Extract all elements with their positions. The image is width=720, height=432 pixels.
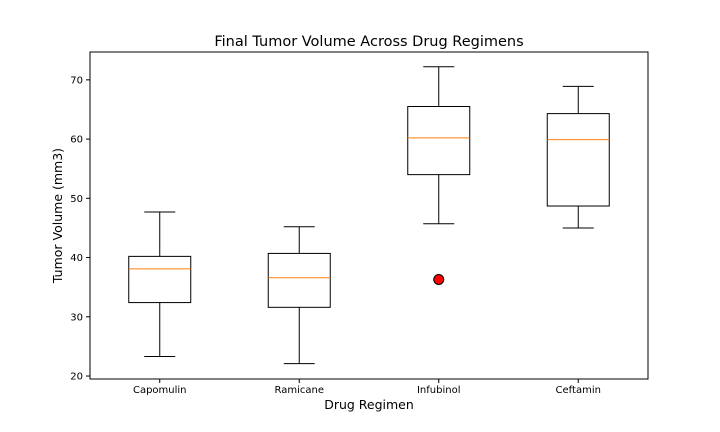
y-tick-label: 70: [70, 75, 83, 86]
y-tick-label: 30: [70, 312, 83, 323]
box-iqr: [267, 252, 331, 308]
y-axis-label: Tumor Volume (mm3): [50, 148, 65, 284]
chart-title: Final Tumor Volume Across Drug Regimens: [214, 34, 523, 50]
box-iqr: [128, 255, 192, 304]
axes-frame: [89, 51, 649, 380]
y-tick-label: 60: [70, 135, 83, 146]
box-iqr: [407, 106, 471, 176]
x-tick-label: Ceftamin: [556, 385, 601, 396]
outlier-point: [433, 273, 445, 285]
x-tick-label: Ramicane: [275, 385, 325, 396]
x-tick-label: Infubinol: [417, 385, 461, 396]
y-tick-label: 20: [70, 372, 83, 383]
plot-area: 20 30 40 50 60 70 Capomulin Ramicane Infubinol Ce…: [70, 66, 610, 396]
x-tick-label: Capomulin: [133, 385, 187, 396]
y-tick-label: 50: [70, 194, 83, 205]
box-iqr: [546, 113, 610, 207]
x-axis-label: Drug Regimen: [324, 397, 414, 412]
y-tick-label: 40: [70, 253, 83, 264]
